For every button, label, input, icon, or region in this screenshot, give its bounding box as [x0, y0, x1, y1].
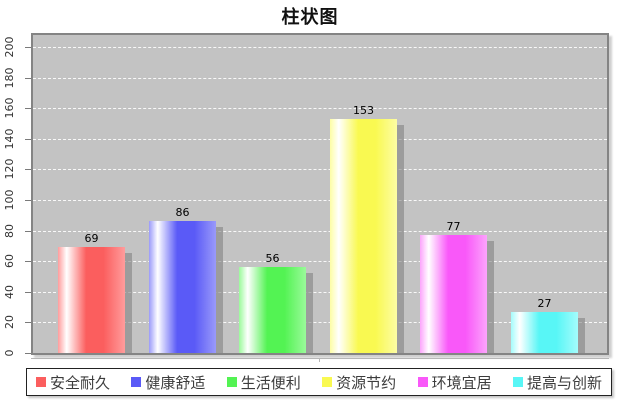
gridline [33, 200, 607, 201]
y-tick-mark [25, 200, 31, 201]
bar-value-label: 86 [175, 206, 190, 219]
y-tick-label: 200 [3, 36, 16, 58]
y-tick-mark [25, 322, 31, 323]
y-tick-mark [25, 292, 31, 293]
bar-提高与创新 [511, 312, 578, 353]
legend-swatch-icon [322, 377, 333, 387]
y-tick-label: 100 [3, 189, 16, 211]
legend-item: 环境宜居 [417, 372, 492, 393]
gridline [33, 139, 607, 140]
y-tick-label: 20 [3, 315, 16, 329]
y-tick-label: 0 [3, 349, 16, 357]
y-tick-mark [25, 353, 31, 354]
y-tick-label: 140 [3, 128, 16, 150]
y-tick-label: 60 [3, 254, 16, 268]
x-axis-tick [319, 358, 320, 362]
gridline [33, 322, 607, 323]
gridline [33, 169, 607, 170]
bar-生活便利 [239, 267, 306, 353]
legend-label: 资源节约 [336, 373, 397, 392]
plot-inner: 69 86 56 153 77 27 [33, 35, 607, 353]
legend-item: 提高与创新 [512, 372, 602, 393]
y-tick-label: 120 [3, 158, 16, 180]
chart-title: 柱状图 [281, 7, 339, 28]
y-tick-mark [25, 169, 31, 170]
y-tick-mark [25, 231, 31, 232]
bar-value-label: 153 [353, 104, 374, 117]
legend-item: 生活便利 [226, 372, 301, 393]
gridline [33, 47, 607, 48]
bar-安全耐久 [58, 247, 125, 353]
gridline [33, 231, 607, 232]
y-tick-mark [25, 139, 31, 140]
gridline [33, 108, 607, 109]
legend-swatch-icon [417, 377, 428, 387]
y-tick-mark [25, 47, 31, 48]
bar-value-label: 56 [265, 252, 280, 265]
bar-健康舒适 [149, 221, 216, 353]
y-tick-label: 160 [3, 97, 16, 119]
bar-value-label: 77 [446, 220, 461, 233]
y-tick-mark [25, 261, 31, 262]
bar-环境宜居 [420, 235, 487, 353]
legend-swatch-icon [131, 377, 142, 387]
legend-label: 提高与创新 [526, 373, 602, 392]
y-tick-mark [25, 108, 31, 109]
bar-value-label: 27 [537, 297, 552, 310]
bar-value-label: 69 [84, 232, 99, 245]
gridline [33, 78, 607, 79]
legend-item: 健康舒适 [131, 372, 205, 393]
gridline [33, 292, 607, 293]
legend-swatch-icon [226, 377, 237, 387]
y-tick-label: 80 [3, 224, 16, 238]
legend-swatch-icon [512, 377, 523, 387]
legend-item: 安全耐久 [36, 372, 110, 393]
gridline [33, 261, 607, 262]
legend-item: 资源节约 [322, 372, 396, 393]
bar-资源节约 [330, 119, 397, 353]
legend: 安全耐久 健康舒适 生活便利 资源节约 环境宜居 提高与创新 [26, 368, 612, 396]
legend-label: 安全耐久 [50, 373, 111, 392]
y-tick-label: 40 [3, 285, 16, 299]
x-axis-line [31, 358, 609, 359]
legend-swatch-icon [36, 377, 46, 387]
legend-label: 健康舒适 [145, 373, 206, 392]
y-tick-mark [25, 78, 31, 79]
legend-label: 生活便利 [240, 373, 301, 392]
y-tick-label: 180 [3, 67, 16, 89]
legend-label: 环境宜居 [431, 373, 492, 392]
plot-area: 69 86 56 153 77 27 [31, 33, 609, 355]
